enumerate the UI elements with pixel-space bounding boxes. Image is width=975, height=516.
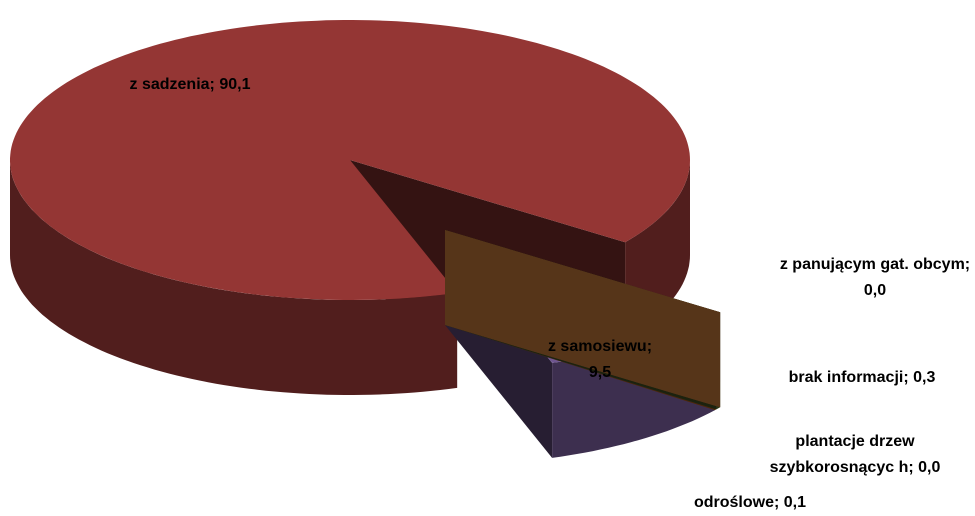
label-category: plantacje drzew szybkorosnącyc h [769,433,915,476]
label-value: 0,1 [783,494,807,511]
label-category: z sadzenia [129,76,210,93]
label-separator: ; [209,76,220,93]
slice [445,230,721,408]
label-category: odroślowe [693,494,774,511]
label-separator: ; [903,369,914,386]
slice-face [445,230,721,408]
label-category: z panującym gat. obcym [779,256,965,273]
label-value: 0,3 [913,369,936,386]
label-category: brak informacji [788,369,904,386]
slice-top [10,20,690,300]
label-separator: ; [773,494,784,511]
label-category: z samosiewu [547,338,647,355]
label-separator: ; [646,338,653,355]
data-label: z samosiewu; 9,5 [545,334,655,386]
slice-wall [10,160,458,395]
label-value: 0,0 [863,282,887,299]
label-separator: ; [908,459,919,476]
label-separator: ; [964,256,971,273]
data-label: plantacje drzew szybkorosnącyc h; 0,0 [768,429,943,481]
label-value: 90,1 [219,76,251,93]
data-label: brak informacji; 0,3 [752,365,972,391]
data-label: z panującym gat. obcym; 0,0 [775,252,975,304]
label-value: 0,0 [918,459,941,476]
data-label: z sadzenia; 90,1 [40,72,340,98]
data-label: odroślowe; 0,1 [650,490,850,516]
label-value: 9,5 [588,364,612,381]
